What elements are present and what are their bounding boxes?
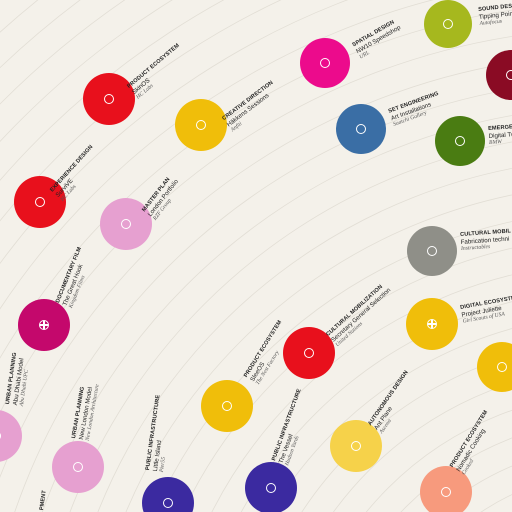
ring-icon xyxy=(304,348,314,358)
ring-icon xyxy=(104,94,114,104)
target-icon xyxy=(427,319,437,329)
project-label-fabrication: CULTURAL MOBIL Fabrication techni Instru… xyxy=(460,228,512,252)
project-node-tipping-point[interactable] xyxy=(424,0,472,48)
ring-icon xyxy=(35,197,45,207)
project-node-digital-twin[interactable] xyxy=(435,116,485,166)
ring-icon xyxy=(455,136,465,146)
project-node-vessel[interactable] xyxy=(245,462,297,512)
ring-icon xyxy=(121,219,131,229)
project-label-tipping-point: SOUND DESIGN Tipping Point Autofocus xyxy=(478,2,512,27)
project-node-fabrication[interactable] xyxy=(407,226,457,276)
project-node-london-portfolio[interactable] xyxy=(100,198,152,250)
ring-icon xyxy=(427,246,437,256)
ring-icon xyxy=(0,431,1,441)
project-node-nw10[interactable] xyxy=(300,38,350,88)
project-node-art-installations[interactable] xyxy=(336,104,386,154)
project-node-ant-plane[interactable] xyxy=(330,420,382,472)
ring-icon xyxy=(222,401,232,411)
project-node-secretary-general[interactable] xyxy=(283,327,335,379)
ring-icon xyxy=(163,498,173,508)
ring-icon xyxy=(196,120,206,130)
project-node-nomadic-cooking[interactable] xyxy=(420,466,472,512)
ring-icon xyxy=(356,124,366,134)
ring-icon xyxy=(443,19,453,29)
project-node-skinos[interactable] xyxy=(83,73,135,125)
project-node-survive[interactable] xyxy=(14,176,66,228)
ring-icon xyxy=(506,70,512,80)
project-node-abu-dhabi[interactable] xyxy=(0,410,22,462)
ring-icon xyxy=(320,58,330,68)
project-node-sleeos[interactable] xyxy=(201,380,253,432)
project-label-digital-twin: EMERGENT Digital Tw BMW xyxy=(488,124,512,147)
project-node-little-island[interactable] xyxy=(142,477,194,512)
project-node-hakkens[interactable] xyxy=(175,99,227,151)
ring-icon xyxy=(266,483,276,493)
project-node-new-london-model[interactable] xyxy=(52,441,104,493)
ring-icon xyxy=(351,441,361,451)
ring-icon xyxy=(441,487,451,497)
ring-icon xyxy=(73,462,83,472)
project-node-yellow-right[interactable] xyxy=(477,342,512,392)
project-node-juliette[interactable] xyxy=(406,298,458,350)
project-node-great-hook[interactable] xyxy=(18,299,70,351)
ring-icon xyxy=(497,362,507,372)
target-icon xyxy=(39,320,49,330)
